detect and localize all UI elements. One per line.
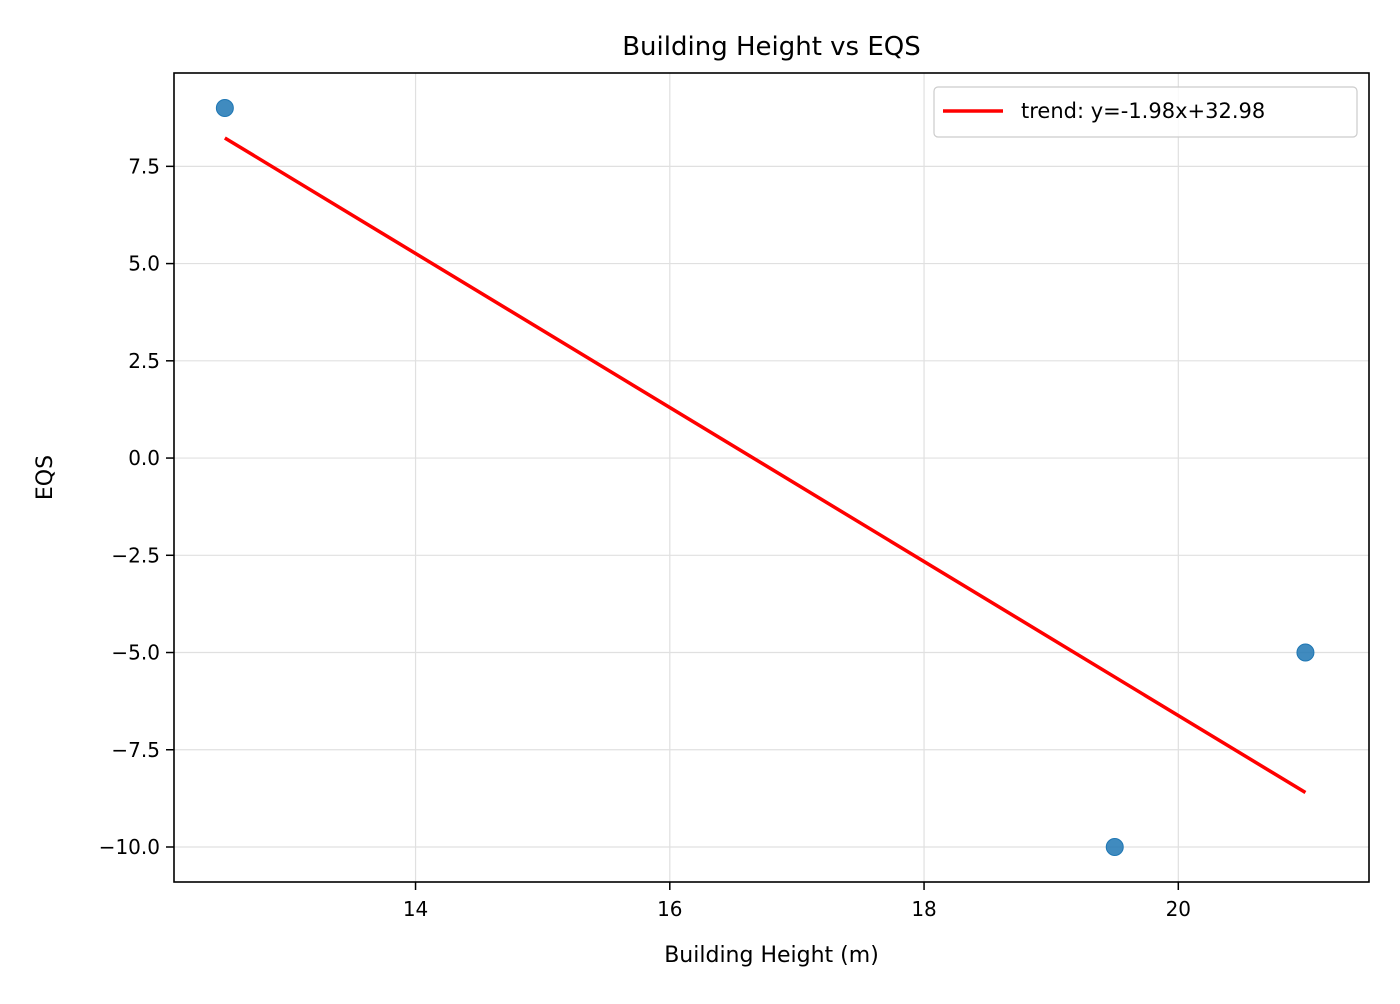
trend-line	[223, 136, 1307, 795]
x-tick-label: 20	[1166, 897, 1191, 921]
y-tick-label: −7.5	[111, 738, 160, 762]
x-tick-label: 16	[657, 897, 682, 921]
data-layer	[215, 99, 1315, 856]
scatter-point	[1296, 643, 1315, 662]
legend: trend: y=-1.98x+32.98	[933, 86, 1358, 138]
y-tick-label: −2.5	[111, 543, 160, 567]
legend-label-trend: trend: y=-1.98x+32.98	[1021, 99, 1265, 123]
chart-title: Building Height vs EQS	[622, 32, 921, 62]
y-axis-label: EQS	[33, 455, 58, 500]
x-axis-label: Building Height (m)	[664, 943, 879, 968]
legend-box	[933, 86, 1358, 138]
y-tick-label: 7.5	[128, 154, 160, 178]
plot-frame	[173, 72, 1370, 883]
y-tick-label: 2.5	[128, 349, 160, 373]
grid-layer	[174, 73, 1369, 882]
scatter-point	[1105, 837, 1124, 856]
y-tick-label: −5.0	[111, 641, 160, 665]
y-tick-label: −10.0	[99, 835, 160, 859]
x-tick-label: 18	[911, 897, 936, 921]
scatter-point	[215, 99, 234, 118]
y-tick-label: 5.0	[128, 252, 160, 276]
y-tick-label: 0.0	[128, 446, 160, 470]
x-tick-label: 14	[403, 897, 428, 921]
tick-layer: 14 16 18 20 7.5 5.0 2.5 0.0 −2.5 −5.0 −7.5 −10.0	[99, 154, 1191, 921]
